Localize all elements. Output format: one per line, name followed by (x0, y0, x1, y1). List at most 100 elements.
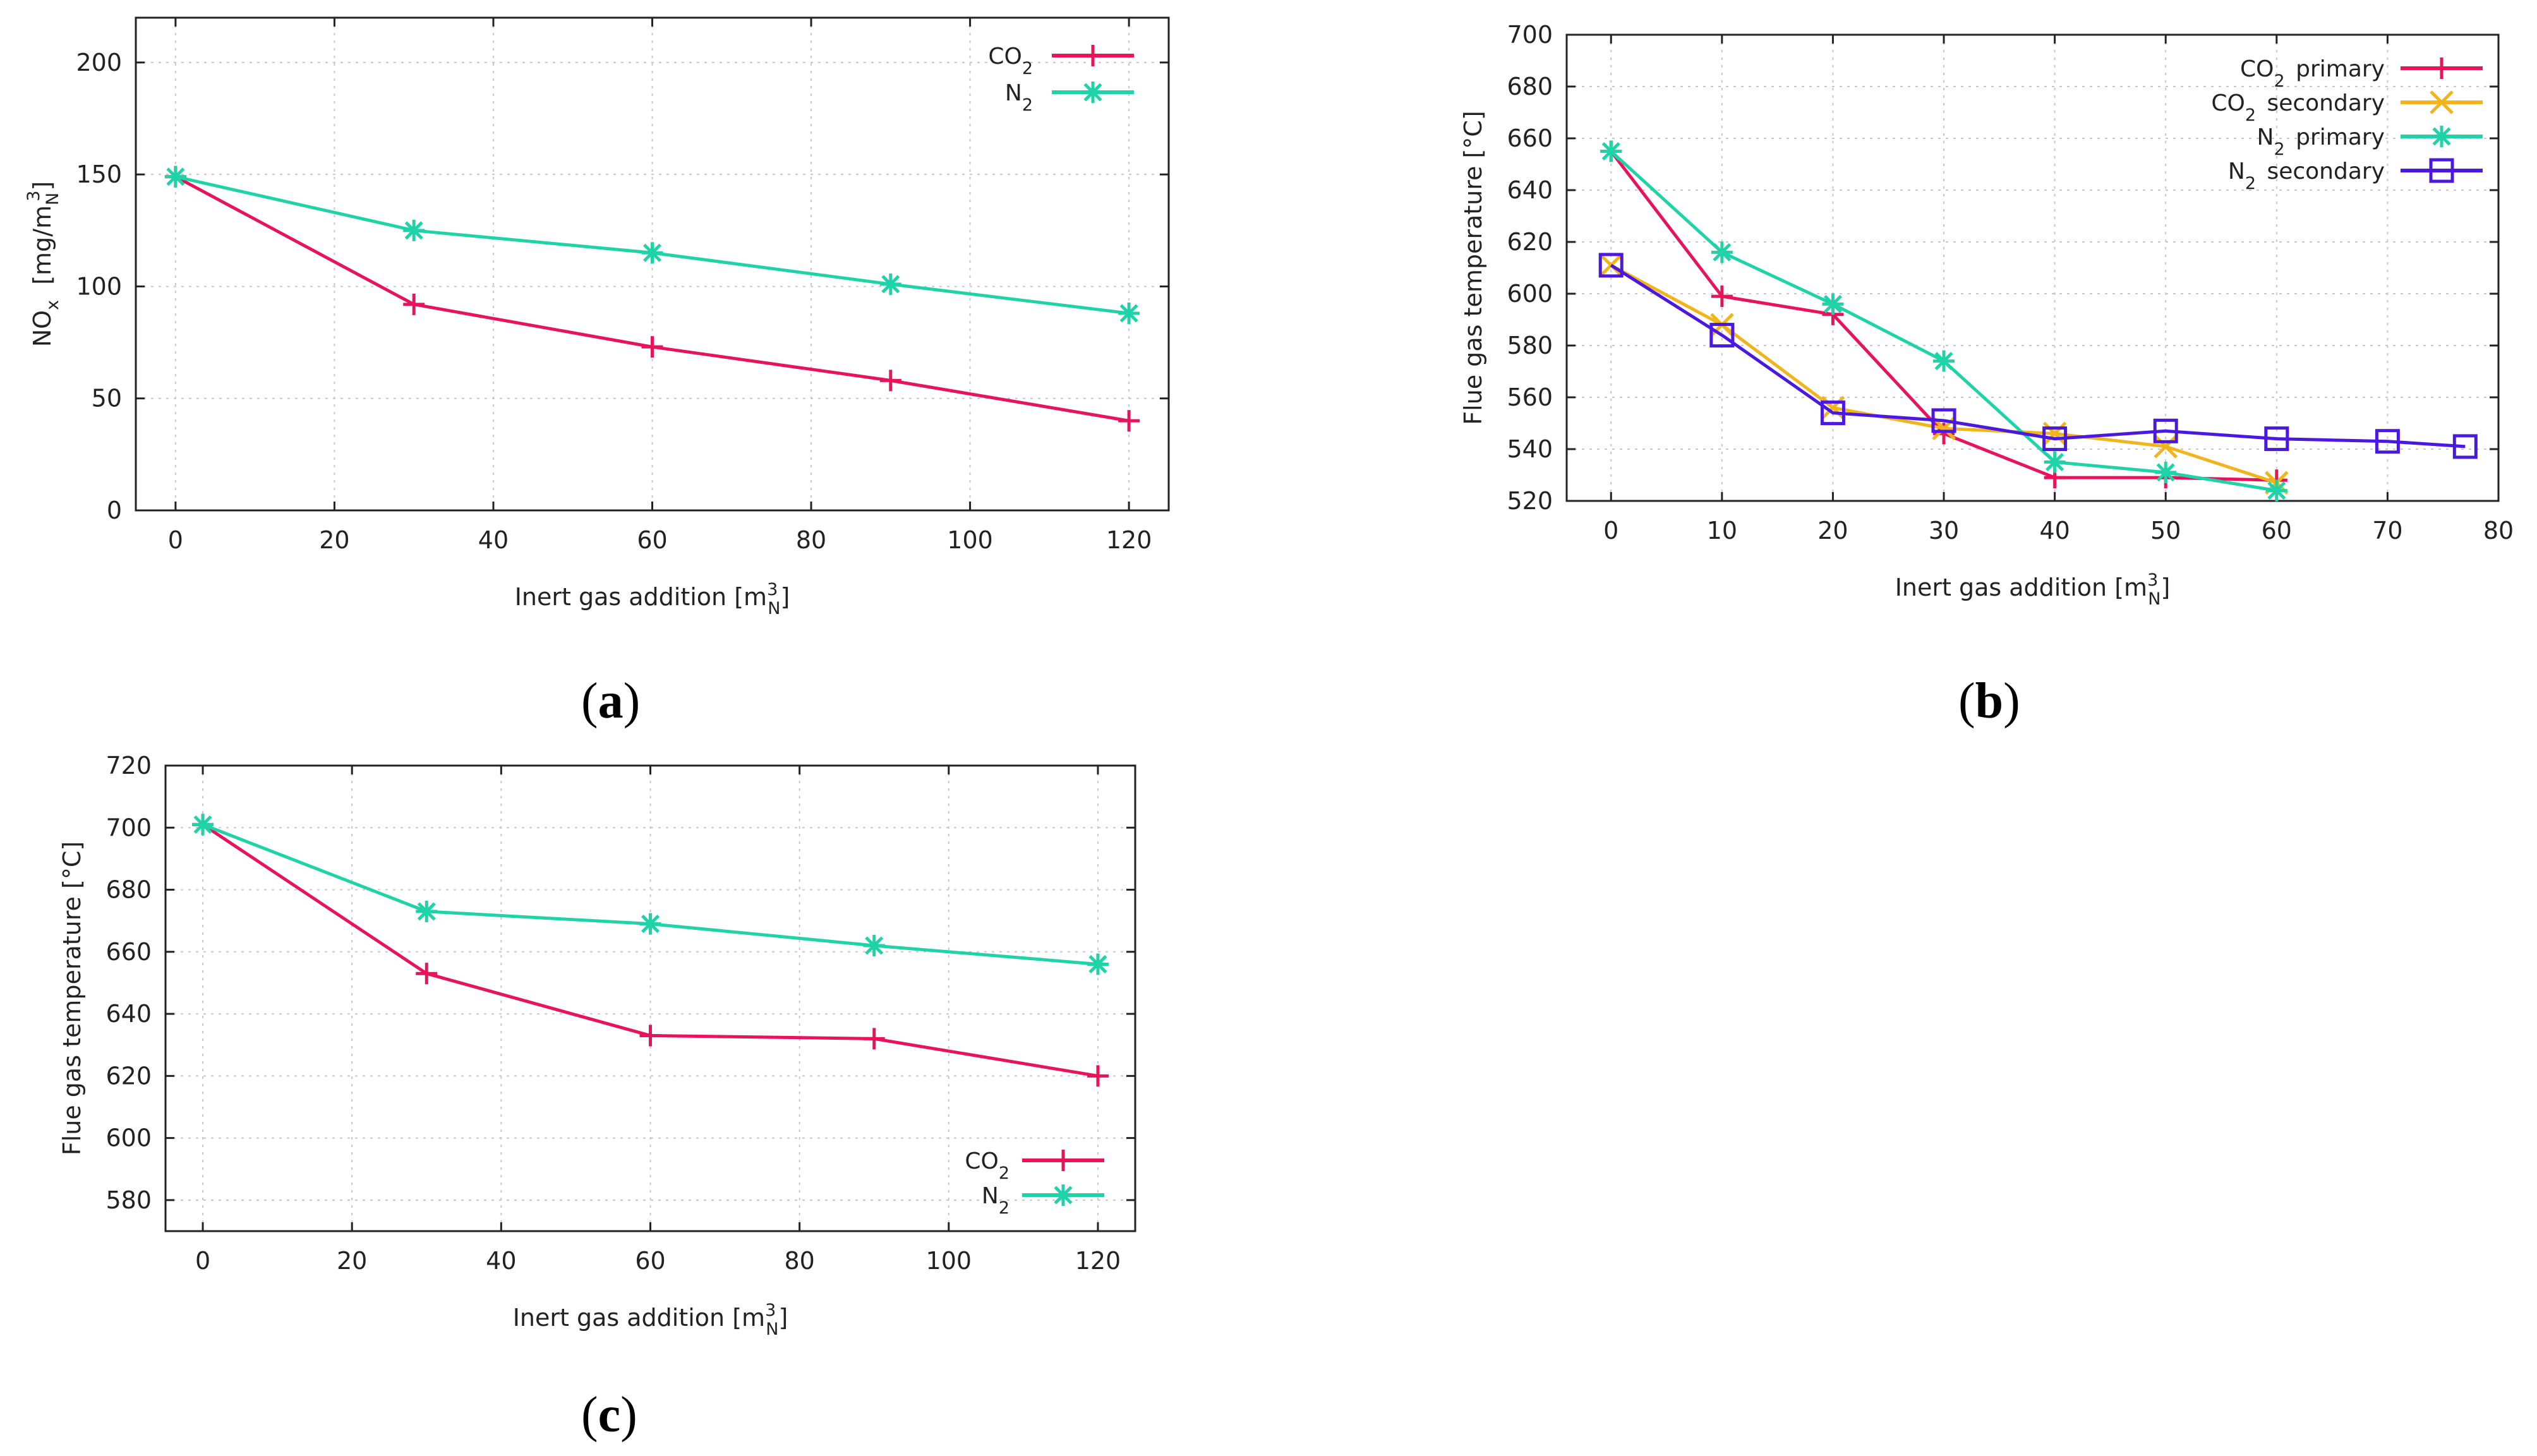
x-tick-label: 60 (2262, 517, 2292, 544)
data-point (164, 165, 186, 188)
x-tick-label: 20 (319, 526, 349, 554)
y-tick-label: 600 (105, 1124, 152, 1152)
data-point (639, 1025, 661, 1047)
y-tick-label: 640 (105, 1000, 152, 1028)
x-tick-label: 0 (168, 526, 183, 554)
legend-entry: N2 primary (2257, 124, 2483, 159)
legend-label: N2 (1005, 80, 1033, 115)
legend-label: CO2 primary (2240, 56, 2385, 91)
x-tick-label: 120 (1075, 1247, 1121, 1275)
y-tick-label: 560 (1507, 383, 1553, 411)
panel-label-a: (a) (581, 673, 641, 729)
legend-marker (1052, 1184, 1074, 1206)
legend-marker (1082, 45, 1104, 66)
series-co2 (192, 814, 1109, 1087)
data-point (192, 814, 214, 836)
data-point (1931, 408, 1956, 433)
legend-entry: CO2 (965, 1148, 1104, 1183)
legend-marker (2430, 90, 2454, 114)
x-tick-label: 120 (1106, 526, 1152, 554)
y-axis-label: NOx [mg/mN3] (24, 181, 63, 347)
data-point (2375, 429, 2400, 454)
chart-a: 0 20 40 60 80 100 120 0 50 100 150 200 Inert gas add… (24, 16, 1170, 618)
y-tick-label: 700 (105, 814, 152, 841)
data-point (416, 963, 438, 985)
x-tick-label: 40 (478, 526, 509, 554)
x-tick-label: 60 (635, 1247, 665, 1275)
data-point (2265, 479, 2287, 502)
data-point (1087, 1065, 1109, 1087)
legend-label: CO2 secondary (2211, 90, 2385, 125)
y-tick-label: 660 (105, 938, 152, 966)
x-tick-label: 10 (1707, 517, 1737, 544)
legend-entry: N2 secondary (2228, 158, 2483, 193)
chart-c: 0 20 40 60 80 100 120 580 600 620 640 660 680 700 720 I… (58, 752, 1136, 1339)
legend-label: CO2 (965, 1148, 1009, 1183)
data-point (2044, 451, 2066, 473)
data-point (2153, 418, 2178, 443)
x-tick-label: 40 (2039, 517, 2070, 544)
legend-marker (2431, 126, 2452, 147)
series-line (1610, 263, 2277, 484)
y-tick-label: 580 (1507, 332, 1553, 359)
data-point (639, 913, 661, 935)
x-tick-label: 70 (2372, 517, 2402, 544)
plot-frame (1565, 33, 2500, 502)
x-tick-label: 0 (195, 1247, 210, 1275)
panel-label-c: (c) (581, 1387, 637, 1443)
data-point (1709, 323, 1735, 348)
data-point (403, 293, 425, 315)
data-point (2155, 461, 2177, 483)
data-point (1933, 350, 1955, 372)
data-point (1598, 253, 1624, 278)
y-tick-label: 720 (105, 752, 152, 779)
chart-b: 0 10 20 30 40 50 60 70 80 520 540 560 580 600 620 640 66… (1459, 21, 2514, 609)
x-tick-label: 50 (2150, 517, 2181, 544)
series-co2-secondary (1599, 253, 2289, 495)
data-point (2154, 435, 2178, 459)
data-point (1711, 286, 1733, 308)
x-tick-label: 100 (926, 1247, 972, 1275)
data-point (403, 219, 425, 241)
y-tick-label: 50 (92, 385, 122, 412)
x-tick-label: 100 (947, 526, 993, 554)
data-point (879, 370, 901, 392)
y-tick-label: 680 (105, 876, 152, 904)
series-line (202, 823, 1099, 966)
y-tick-label: 700 (1507, 21, 1553, 49)
x-axis-label: Inert gas addition [m3 N] (513, 1301, 788, 1339)
y-tick-label: 620 (105, 1062, 152, 1090)
x-tick-label: 20 (1817, 517, 1848, 544)
y-tick-label: 580 (105, 1186, 152, 1214)
x-tick-label: 60 (637, 526, 667, 554)
panel-label-b: (b) (1958, 673, 2020, 729)
x-tick-label: 80 (796, 526, 826, 554)
series-n2 (192, 814, 1109, 975)
x-tick-label: 80 (2483, 517, 2514, 544)
legend-entry: N2 (982, 1183, 1104, 1218)
y-tick-label: 640 (1507, 176, 1553, 204)
data-point (1711, 241, 1733, 263)
data-point (863, 1028, 885, 1050)
series-n2 (164, 165, 1140, 324)
legend-label: N2 secondary (2228, 159, 2385, 193)
data-point (863, 934, 885, 956)
data-point (416, 900, 438, 922)
data-point (2042, 426, 2068, 452)
x-axis-label: Inert gas addition [m3 N] (1895, 570, 2171, 609)
legend-entry: N2 (1005, 80, 1134, 115)
legend-label: N2 (982, 1183, 1009, 1218)
y-tick-label: 680 (1507, 73, 1553, 100)
data-point (1118, 303, 1140, 324)
series-line (1610, 263, 2466, 448)
data-point (879, 273, 901, 295)
y-tick-label: 600 (1507, 280, 1553, 308)
data-point (2042, 421, 2067, 446)
y-tick-label: 620 (1507, 228, 1553, 256)
x-tick-label: 30 (1929, 517, 1959, 544)
legend-entry: CO2 primary (2240, 56, 2483, 91)
x-tick-label: 0 (1603, 517, 1618, 544)
y-tick-label: 100 (76, 272, 122, 300)
y-axis-label: Flue gas temperature [°C] (1459, 111, 1487, 424)
